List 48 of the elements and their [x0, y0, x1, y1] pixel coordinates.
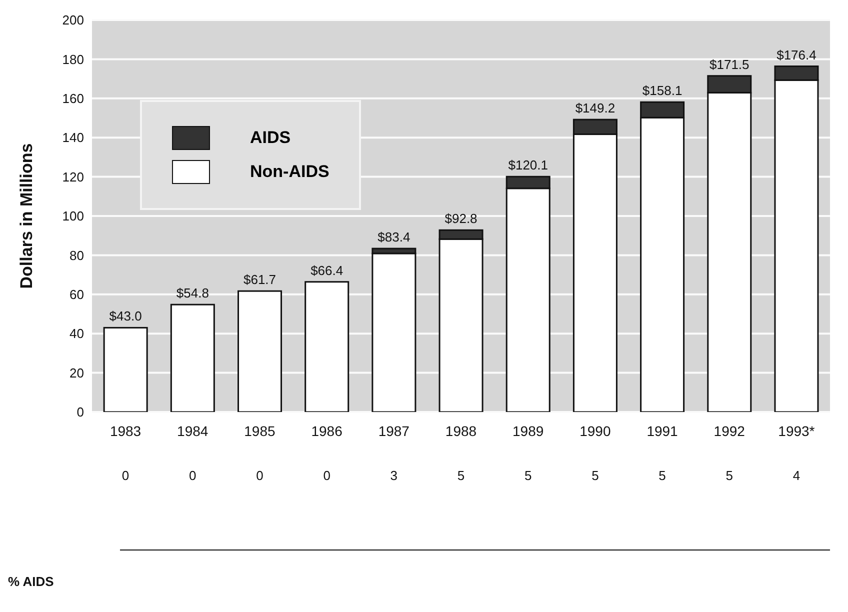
y-tick-label: 200 — [62, 12, 84, 28]
text: 0 — [122, 468, 130, 483]
y-axis-title: Dollars in Millions — [17, 143, 36, 289]
text: 5 — [658, 468, 666, 483]
text: 5 — [726, 468, 733, 483]
total-label: $120.1 — [508, 158, 548, 173]
text: 5 — [457, 468, 465, 483]
y-tick-label: 180 — [62, 52, 84, 67]
x-tick-label: 1990 — [580, 423, 611, 439]
x-tick-label: 1984 — [177, 423, 208, 439]
x-tick-label: 1992 — [714, 423, 746, 439]
total-label: $54.8 — [176, 286, 209, 301]
total-label: $171.5 — [710, 56, 750, 72]
total-label: $61.7 — [243, 272, 276, 288]
text: 0 — [189, 468, 196, 483]
text: 0 — [256, 468, 264, 483]
total-label: $176.4 — [776, 47, 816, 62]
total-label: $43.0 — [109, 308, 142, 324]
legend-label: AIDS — [250, 128, 291, 148]
total-label: $83.4 — [378, 230, 410, 245]
x-tick-label: 1987 — [378, 423, 410, 439]
y-tick-label: 100 — [62, 208, 84, 224]
y-tick-label: 20 — [70, 365, 84, 380]
x-tick-label: 1991 — [646, 423, 678, 439]
y-tick-label: 140 — [62, 130, 84, 146]
text: % AIDS — [8, 574, 54, 589]
x-tick-label: 1989 — [512, 423, 544, 439]
text: 0 — [323, 468, 330, 483]
text: 5 — [592, 468, 599, 483]
x-tick-label: 1988 — [445, 423, 477, 439]
y-tick-label: 0 — [76, 404, 84, 420]
x-tick-label: 1993* — [778, 423, 816, 439]
y-tick-label: 80 — [70, 248, 84, 263]
y-tick-label: 120 — [62, 169, 84, 184]
y-tick-label: 40 — [70, 326, 84, 342]
x-tick-label: 1983 — [110, 423, 142, 439]
total-label: $158.1 — [642, 83, 682, 98]
legend-label: Non-AIDS — [250, 162, 330, 182]
text: 3 — [390, 468, 398, 483]
total-label: $66.4 — [310, 262, 344, 278]
y-tick-label: 160 — [62, 91, 84, 106]
text: 4 — [792, 468, 800, 483]
total-label: $149.2 — [575, 100, 616, 116]
x-tick-label: 1986 — [311, 423, 343, 439]
x-tick-label: 1985 — [244, 423, 276, 439]
text: 5 — [524, 468, 532, 483]
y-tick-label: 60 — [70, 287, 84, 302]
total-label: $92.8 — [444, 211, 478, 226]
